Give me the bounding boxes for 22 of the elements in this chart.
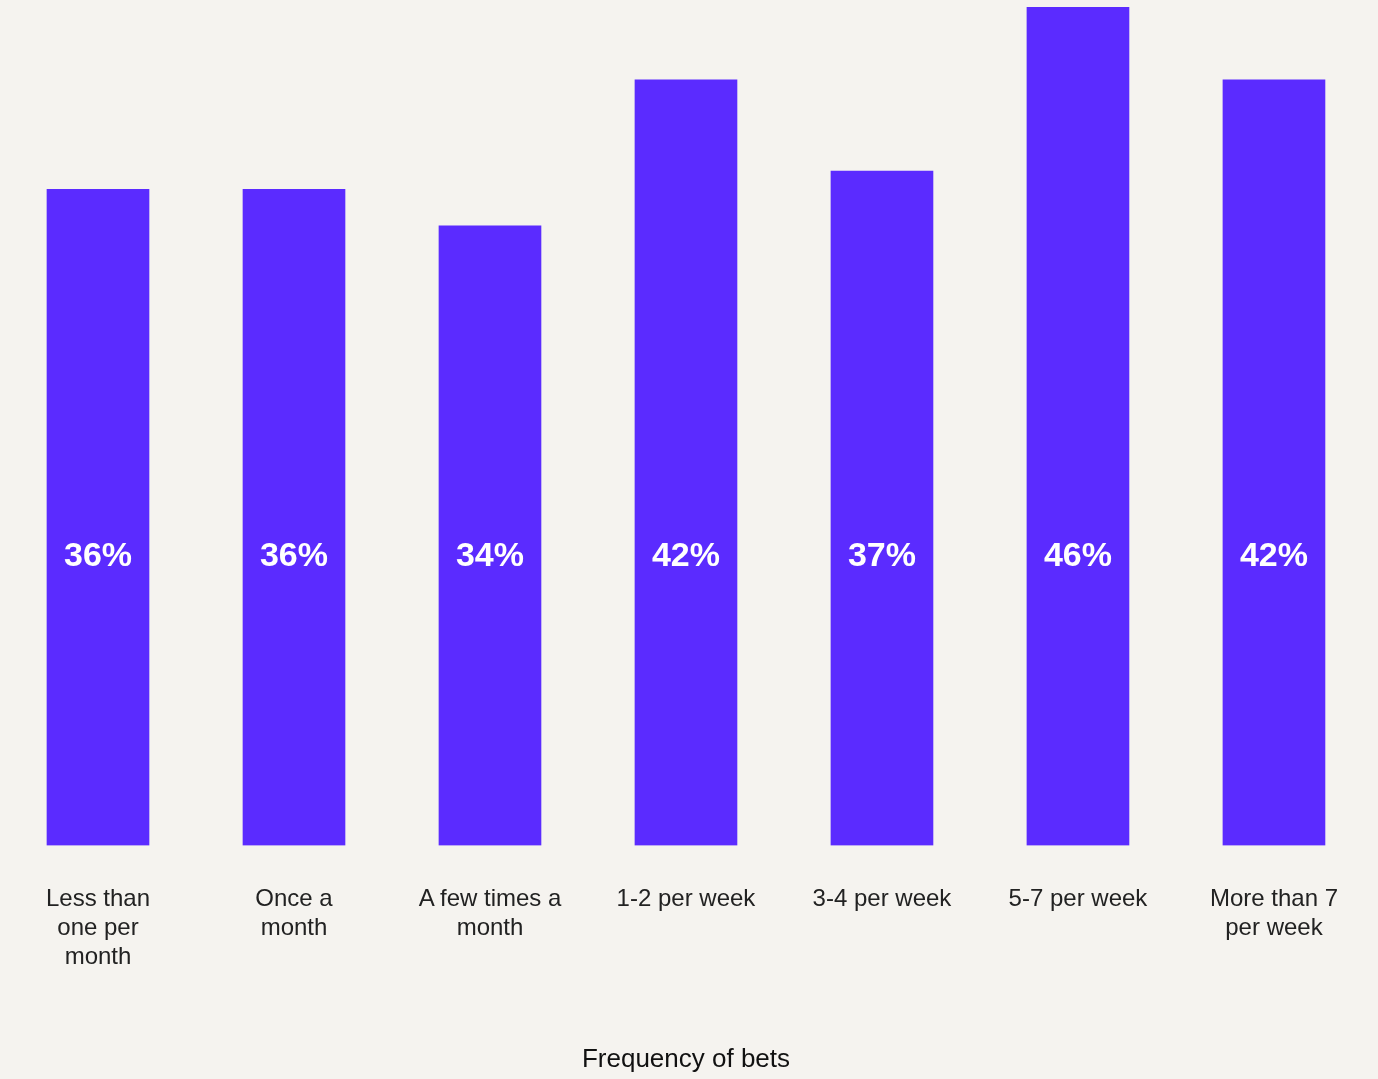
x-tick-label: Once a month (255, 884, 334, 941)
data-label: 42% (1239, 534, 1308, 573)
data-label: 42% (651, 534, 721, 573)
data-label: 37% (847, 534, 917, 573)
x-tick-label: Less than one per month (45, 884, 151, 970)
bar (634, 79, 738, 846)
x-tick-label: 1-2 per week (616, 884, 757, 912)
bar (830, 170, 934, 846)
x-tick-label: A few times a month (418, 884, 562, 941)
bar (1222, 79, 1326, 846)
bar (242, 188, 346, 846)
data-label: 34% (455, 534, 525, 573)
bar (46, 188, 150, 846)
x-axis-title: Frequency of bets (581, 1042, 791, 1073)
data-label: 36% (63, 534, 133, 573)
data-label: 46% (1043, 534, 1112, 573)
x-tick-label: More than 7 per week (1209, 884, 1338, 941)
bar (1026, 7, 1130, 846)
data-label: 36% (259, 534, 329, 573)
x-tick-label: 3-4 per week (812, 884, 953, 912)
x-tick-label: 5-7 per week (1008, 884, 1149, 912)
bar (438, 225, 542, 846)
